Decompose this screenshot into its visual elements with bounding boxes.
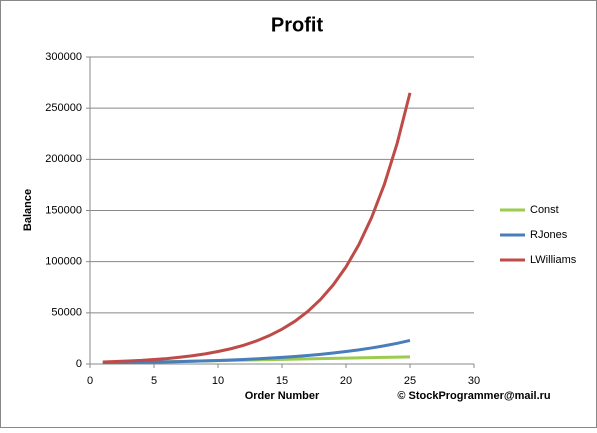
x-tick-label: 30 <box>468 375 480 387</box>
series-line <box>102 338 411 365</box>
y-tick-label: 50000 <box>51 307 82 319</box>
y-axis-label: Balance <box>22 189 34 231</box>
x-tick-label: 5 <box>151 375 157 387</box>
x-axis-label: Order Number <box>245 390 320 402</box>
y-tick-label: 0 <box>76 358 82 370</box>
legend-label: RJones <box>530 229 568 241</box>
legend-label: LWilliams <box>530 254 577 266</box>
annotation: © StockProgrammer@mail.ru <box>397 390 550 402</box>
x-tick-label: 0 <box>87 375 93 387</box>
series-line <box>102 92 412 364</box>
legend-label: Const <box>530 204 559 216</box>
y-tick-label: 250000 <box>45 102 82 114</box>
x-tick-label: 25 <box>404 375 416 387</box>
y-tick-label: 200000 <box>45 153 82 165</box>
x-tick-label: 10 <box>212 375 224 387</box>
chart-title: Profit <box>271 14 324 36</box>
y-tick-label: 300000 <box>45 51 82 63</box>
x-tick-label: 15 <box>276 375 288 387</box>
y-tick-label: 150000 <box>45 204 82 216</box>
x-tick-label: 20 <box>340 375 352 387</box>
y-tick-label: 100000 <box>45 256 82 268</box>
